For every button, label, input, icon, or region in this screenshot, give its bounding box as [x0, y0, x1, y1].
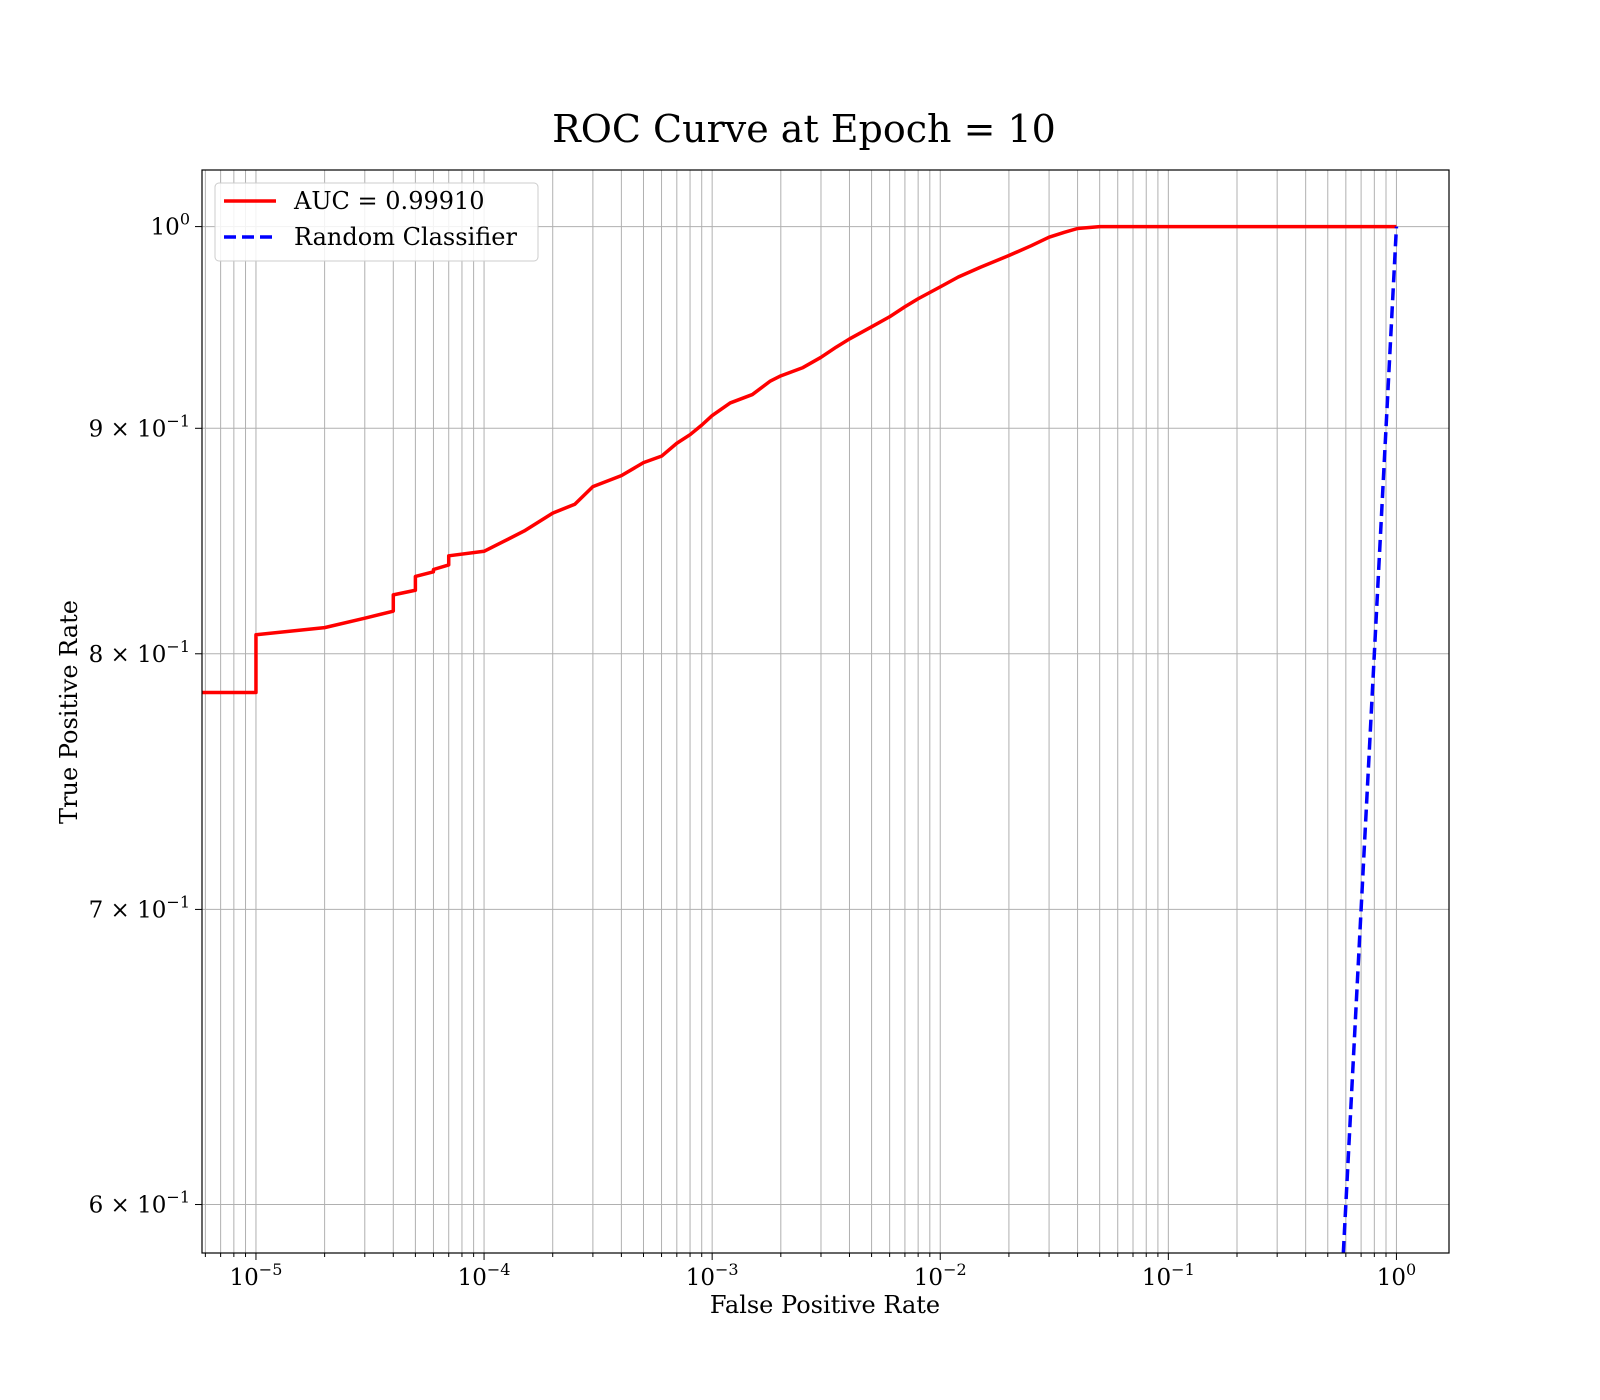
plot-area [202, 224, 1399, 1253]
y-axis-label: True Positive Rate [55, 600, 83, 824]
legend-box [214, 182, 539, 262]
series-line-1 [1341, 226, 1399, 1253]
legend: AUC = 0.99910 Random Classifier [214, 182, 539, 262]
y-tick-label: 9 × 10−1 [89, 411, 190, 442]
y-tick-label: 6 × 10−1 [89, 1188, 190, 1219]
plot-frame [201, 169, 1450, 1254]
y-tick-label: 100 [151, 210, 190, 241]
y-tick-label: 8 × 10−1 [89, 637, 190, 668]
x-tick-label: 10−3 [686, 1260, 739, 1291]
series-line-0 [202, 224, 1397, 695]
x-axis: 10−5 10−4 10−3 10−2 10−1 100 [204, 1253, 1416, 1291]
y-axis: 100 9 × 10−1 8 × 10−1 7 × 10−1 6 × 10−1 [89, 210, 202, 1219]
y-tick-label: 7 × 10−1 [89, 892, 190, 923]
chart-title: ROC Curve at Epoch = 10 [552, 107, 1056, 151]
x-tick-label: 10−2 [914, 1260, 967, 1291]
x-tick-label: 100 [1377, 1260, 1416, 1291]
x-axis-label: False Positive Rate [710, 1291, 940, 1319]
x-tick-label: 10−1 [1142, 1260, 1195, 1291]
x-tick-label: 10−4 [458, 1260, 511, 1291]
x-tick-label: 10−5 [230, 1260, 283, 1291]
legend-label-random: Random Classifier [294, 223, 517, 251]
legend-label-auc: AUC = 0.99910 [293, 187, 485, 215]
grid [202, 170, 1449, 1253]
